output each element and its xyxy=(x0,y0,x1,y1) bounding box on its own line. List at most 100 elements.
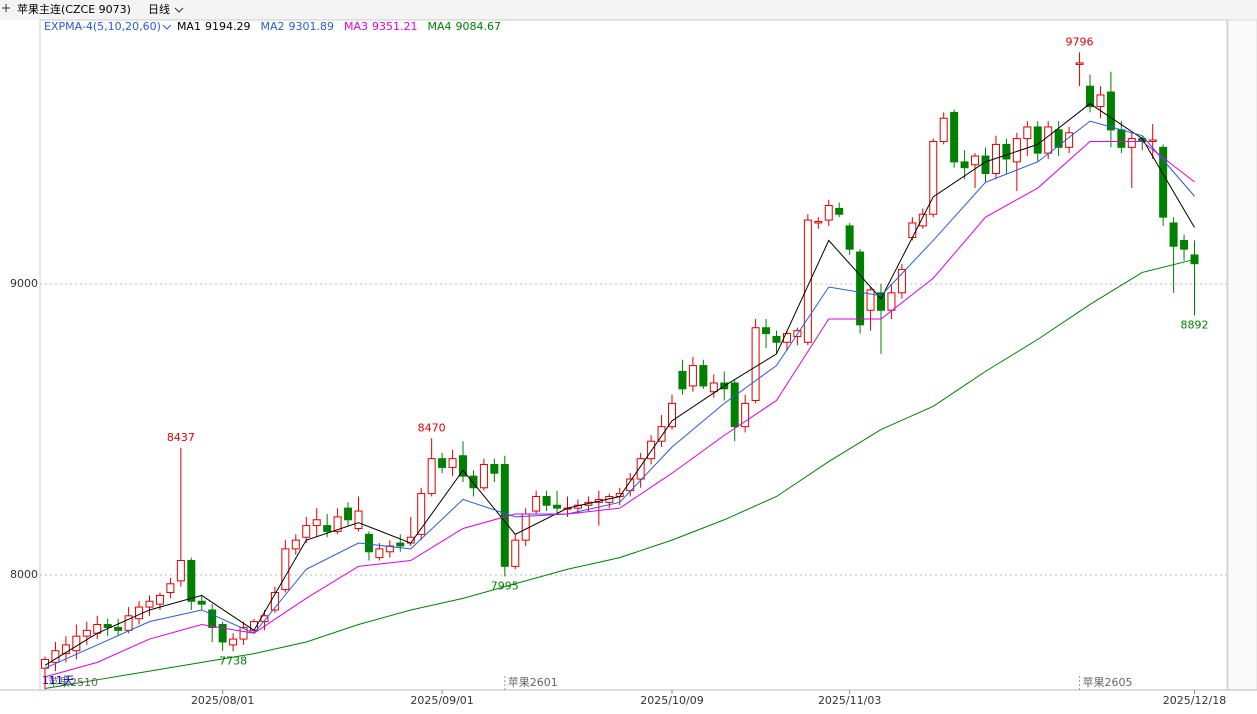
candle-body xyxy=(218,624,227,643)
ma-line xyxy=(44,140,1195,678)
candle-body xyxy=(124,615,133,631)
candle-body xyxy=(1075,62,1084,65)
candle-body xyxy=(145,600,154,608)
candle-body xyxy=(657,426,666,442)
candle-body xyxy=(887,292,896,311)
candle-body xyxy=(1148,139,1157,142)
plot-frame xyxy=(39,19,1228,691)
candle-body xyxy=(302,525,311,538)
candle-body xyxy=(981,155,990,175)
candle-body xyxy=(291,539,300,550)
candle-body xyxy=(971,155,980,166)
x-tick-label: 2025/11/03 xyxy=(818,694,881,707)
candle-body xyxy=(647,440,656,460)
candle-body xyxy=(741,402,750,428)
legend-value: 9084.67 xyxy=(456,20,502,33)
candle-body xyxy=(500,463,509,567)
candle-body xyxy=(814,221,823,224)
candle-body xyxy=(239,626,248,640)
candle-body xyxy=(845,225,854,250)
candle-body xyxy=(668,402,676,428)
candle-body xyxy=(950,111,959,163)
extreme-label: 9796 xyxy=(1066,35,1094,48)
candle-body xyxy=(312,519,321,527)
right-panel xyxy=(1227,19,1257,691)
extreme-label: 8437 xyxy=(167,431,195,444)
candle-body xyxy=(856,251,865,326)
x-tick-label: 2025/08/01 xyxy=(191,694,254,707)
candle-body xyxy=(762,327,771,335)
candle-body xyxy=(103,624,112,628)
legend-name: MA2 xyxy=(260,20,284,33)
candle-body xyxy=(281,548,290,591)
legend-value: 9301.89 xyxy=(288,20,334,33)
candle-body xyxy=(1117,129,1126,148)
candle-body xyxy=(751,327,760,401)
candle-body xyxy=(866,289,875,311)
legend-name: MA3 xyxy=(344,20,368,33)
candle-body xyxy=(991,143,1000,175)
candle-body xyxy=(1127,138,1136,148)
chevron xyxy=(162,24,172,30)
candle-body xyxy=(699,365,708,387)
candle-body xyxy=(208,609,217,628)
instrument-title[interactable]: 苹果主连(CZCE 9073) xyxy=(17,2,131,16)
candle-body xyxy=(678,370,687,390)
candle-body xyxy=(730,382,739,428)
candle-body xyxy=(1159,146,1168,218)
candle-body xyxy=(354,510,363,530)
extreme-label: 7738 xyxy=(219,654,247,667)
candle-body xyxy=(490,463,499,474)
candle-body xyxy=(542,495,551,506)
candle-body xyxy=(1023,126,1032,140)
header-icon xyxy=(2,4,10,12)
candle-body xyxy=(636,458,645,480)
candle-body xyxy=(375,548,384,559)
candle-body xyxy=(197,600,206,605)
candle-body xyxy=(1106,91,1115,131)
contract-label: 苹果2605 xyxy=(1083,675,1133,689)
candle-body xyxy=(1054,129,1063,148)
candle-body xyxy=(1002,143,1011,160)
candle-body xyxy=(939,117,948,142)
candle-body xyxy=(824,205,833,221)
y-tick-label: 8000 xyxy=(10,568,38,581)
candle-body xyxy=(877,292,885,311)
candle-body xyxy=(396,542,405,547)
candle-body xyxy=(155,594,164,605)
candle-body xyxy=(385,545,394,553)
legend-name: MA4 xyxy=(427,20,451,33)
candle-body xyxy=(459,455,467,477)
candle-body xyxy=(1044,126,1053,154)
header-bar xyxy=(0,0,1257,20)
candle-body xyxy=(364,533,373,553)
candle-body xyxy=(417,493,426,535)
candle-body xyxy=(918,213,927,227)
candle-body xyxy=(448,458,457,468)
candle-body xyxy=(333,516,342,532)
candle-body xyxy=(1096,94,1105,108)
extreme-label: 7995 xyxy=(491,580,519,593)
candle-body xyxy=(803,219,812,343)
candle-body xyxy=(166,583,175,594)
ma-line xyxy=(44,258,1195,690)
extreme-label: 8892 xyxy=(1181,319,1209,332)
candle-body xyxy=(176,560,185,582)
candle-body xyxy=(344,507,353,521)
contract-label: 苹果2601 xyxy=(508,675,558,689)
ma-line xyxy=(44,103,1195,666)
candle-body xyxy=(688,365,697,387)
period-selector[interactable]: 日线 xyxy=(148,2,170,16)
candle-body xyxy=(532,495,541,512)
candle-body xyxy=(897,269,906,294)
candle-body xyxy=(908,222,917,239)
extreme-label: 8470 xyxy=(418,421,446,434)
candle-body xyxy=(709,382,718,393)
candle-body xyxy=(61,644,70,655)
candle-body xyxy=(229,638,238,646)
candle-body xyxy=(521,513,530,541)
indicator-name: EXPMA-4(5,10,20,60) xyxy=(44,20,161,33)
legend-value: 9351.21 xyxy=(372,20,418,33)
